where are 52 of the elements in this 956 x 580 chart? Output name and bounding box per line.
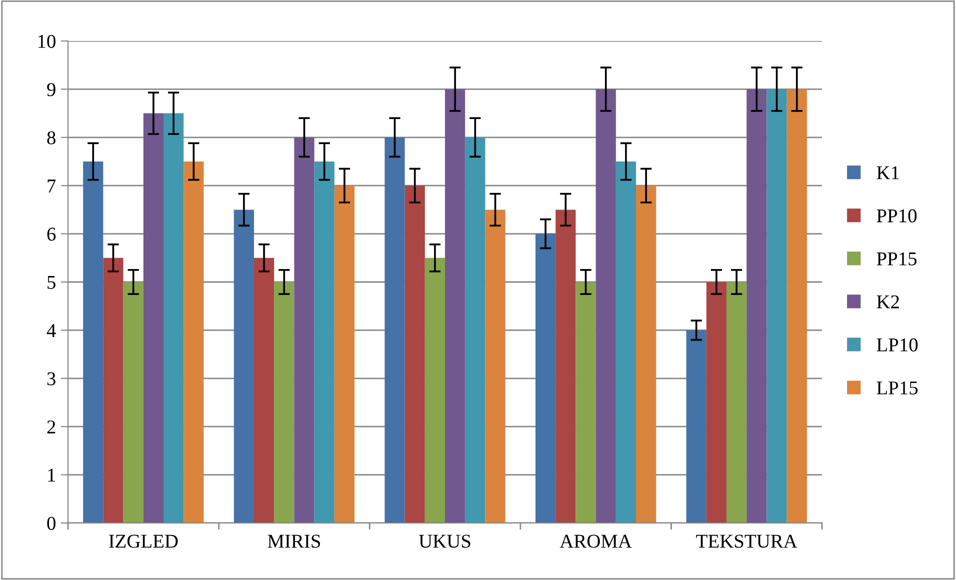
legend-label: PP15	[876, 252, 917, 266]
bar	[445, 89, 466, 523]
bar	[103, 258, 124, 523]
bar	[254, 258, 274, 523]
bar	[616, 162, 636, 523]
bar	[334, 186, 355, 523]
bar	[465, 137, 486, 523]
bar	[164, 113, 184, 523]
y-tick-label: 8	[47, 131, 56, 144]
bar	[535, 234, 556, 523]
bar	[746, 89, 767, 523]
bar	[143, 113, 164, 523]
bar	[384, 137, 405, 523]
bar	[766, 89, 787, 523]
x-tick-label: UKUS	[418, 534, 470, 548]
legend-label: LP15	[876, 381, 918, 394]
x-tick-label: TEKSTURA	[696, 534, 798, 548]
bar	[424, 258, 445, 523]
y-tick-label: 2	[47, 420, 56, 434]
bar	[184, 162, 204, 523]
x-tick-label: MIRIS	[268, 534, 320, 548]
x-tick-label: AROMA	[560, 534, 632, 548]
bar	[706, 282, 726, 523]
legend-label: PP10	[876, 209, 917, 222]
bar	[294, 137, 314, 523]
y-tick-label: 10	[38, 34, 56, 48]
bar	[596, 89, 616, 523]
y-tick-label: 7	[48, 180, 56, 192]
y-tick-label: 3	[47, 372, 56, 386]
y-tick-label: 1	[48, 468, 56, 482]
bar	[485, 210, 506, 523]
bar	[314, 162, 334, 523]
bar	[636, 186, 656, 523]
bar	[576, 282, 596, 523]
y-tick-label: 5	[48, 276, 56, 289]
legend-label: K1	[876, 166, 899, 180]
y-tick-label: 4	[46, 324, 56, 337]
bar	[686, 330, 706, 523]
legend-label: LP10	[876, 338, 918, 352]
bar	[234, 210, 254, 523]
bar	[556, 210, 576, 523]
bar	[123, 282, 144, 523]
legend-label: K2	[876, 295, 899, 308]
bar	[83, 162, 104, 523]
y-tick-label: 0	[47, 516, 56, 530]
bar	[726, 282, 747, 523]
y-tick-label: 9	[47, 83, 56, 96]
bar	[786, 89, 807, 523]
bar	[404, 186, 425, 523]
bar	[274, 282, 294, 523]
y-tick-label: 6	[47, 228, 56, 241]
x-tick-label: IZGLED	[109, 534, 178, 548]
